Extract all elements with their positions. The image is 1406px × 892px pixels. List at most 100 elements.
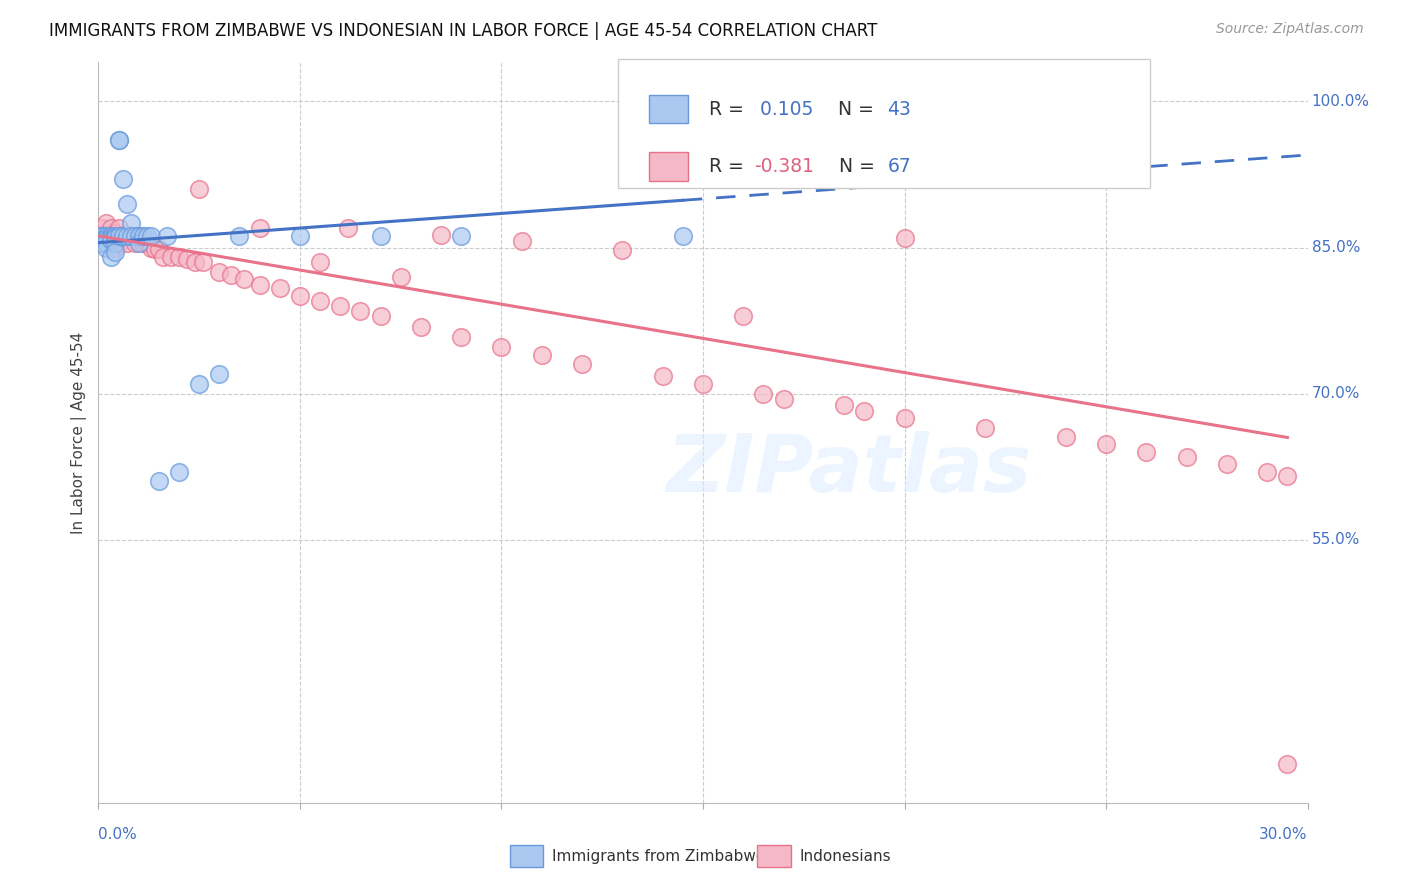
Point xyxy=(103,235,125,250)
Point xyxy=(530,348,553,362)
Point xyxy=(409,320,432,334)
Point xyxy=(91,228,114,243)
Point xyxy=(111,172,134,186)
Point xyxy=(430,227,453,242)
Point xyxy=(349,303,371,318)
Point xyxy=(329,299,352,313)
Point xyxy=(370,309,392,323)
Point xyxy=(893,231,915,245)
Point xyxy=(96,231,118,245)
Point xyxy=(100,221,122,235)
Point xyxy=(1277,469,1299,483)
Point xyxy=(103,245,125,260)
Point xyxy=(120,228,142,243)
Point xyxy=(91,228,114,243)
Point xyxy=(124,228,146,243)
Point xyxy=(389,269,412,284)
FancyBboxPatch shape xyxy=(648,153,688,180)
Point xyxy=(156,228,179,243)
FancyBboxPatch shape xyxy=(758,845,792,867)
Point xyxy=(491,340,513,354)
Point xyxy=(208,265,231,279)
Point xyxy=(1277,756,1299,771)
Point xyxy=(100,231,122,245)
Point xyxy=(135,228,157,243)
Point xyxy=(100,233,122,247)
Point xyxy=(288,289,311,303)
Point xyxy=(692,376,714,391)
Point xyxy=(510,234,533,248)
Point xyxy=(772,392,794,406)
Text: N =: N = xyxy=(821,157,882,176)
Point xyxy=(232,271,254,285)
Point xyxy=(309,255,332,269)
Point xyxy=(96,228,118,243)
Point xyxy=(288,228,311,243)
Point xyxy=(91,221,114,235)
Point xyxy=(124,235,146,250)
Point xyxy=(120,216,142,230)
Point xyxy=(128,228,150,243)
Point xyxy=(132,228,155,243)
Text: 0.105: 0.105 xyxy=(755,100,814,119)
Point xyxy=(148,475,170,489)
Text: 43: 43 xyxy=(887,100,911,119)
Point xyxy=(120,228,142,243)
Text: R =: R = xyxy=(709,157,749,176)
Point xyxy=(103,240,125,255)
Point xyxy=(1054,430,1077,444)
Point xyxy=(176,252,198,267)
Point xyxy=(91,235,114,250)
Text: -0.381: -0.381 xyxy=(755,157,814,176)
Point xyxy=(96,231,118,245)
Text: Source: ZipAtlas.com: Source: ZipAtlas.com xyxy=(1216,22,1364,37)
Point xyxy=(128,228,150,243)
Point xyxy=(139,240,162,255)
Text: Immigrants from Zimbabwe: Immigrants from Zimbabwe xyxy=(551,848,765,863)
Point xyxy=(96,240,118,255)
Point xyxy=(152,250,174,264)
Point xyxy=(107,133,129,147)
Point xyxy=(188,182,211,196)
Text: Indonesians: Indonesians xyxy=(800,848,891,863)
Text: N =: N = xyxy=(820,100,880,119)
Point xyxy=(96,233,118,247)
Point xyxy=(167,250,190,264)
Point xyxy=(853,404,876,418)
Point xyxy=(193,255,215,269)
Point xyxy=(249,221,271,235)
Point xyxy=(1256,465,1278,479)
Point xyxy=(450,228,472,243)
Point xyxy=(91,233,114,247)
Point xyxy=(167,465,190,479)
Text: R =: R = xyxy=(709,100,749,119)
FancyBboxPatch shape xyxy=(648,95,688,123)
Point xyxy=(96,235,118,250)
Point xyxy=(103,226,125,240)
Point xyxy=(100,250,122,264)
Point xyxy=(228,228,250,243)
Point xyxy=(160,250,183,264)
Text: 67: 67 xyxy=(887,157,911,176)
Point xyxy=(184,255,207,269)
Point xyxy=(148,243,170,257)
Point xyxy=(111,228,134,243)
Point xyxy=(1095,437,1118,451)
Point xyxy=(115,196,138,211)
Text: ZIPatlas: ZIPatlas xyxy=(665,431,1031,508)
Point xyxy=(370,228,392,243)
Point xyxy=(672,228,695,243)
Point xyxy=(115,228,138,243)
Point xyxy=(115,235,138,250)
Point xyxy=(249,277,271,292)
Text: 30.0%: 30.0% xyxy=(1260,827,1308,842)
Point xyxy=(132,235,155,250)
Point xyxy=(91,235,114,250)
Point xyxy=(128,235,150,250)
Point xyxy=(269,281,291,295)
Point xyxy=(893,411,915,425)
Point xyxy=(91,228,114,243)
Text: IMMIGRANTS FROM ZIMBABWE VS INDONESIAN IN LABOR FORCE | AGE 45-54 CORRELATION CH: IMMIGRANTS FROM ZIMBABWE VS INDONESIAN I… xyxy=(49,22,877,40)
Point xyxy=(651,369,673,384)
Point xyxy=(612,244,634,258)
